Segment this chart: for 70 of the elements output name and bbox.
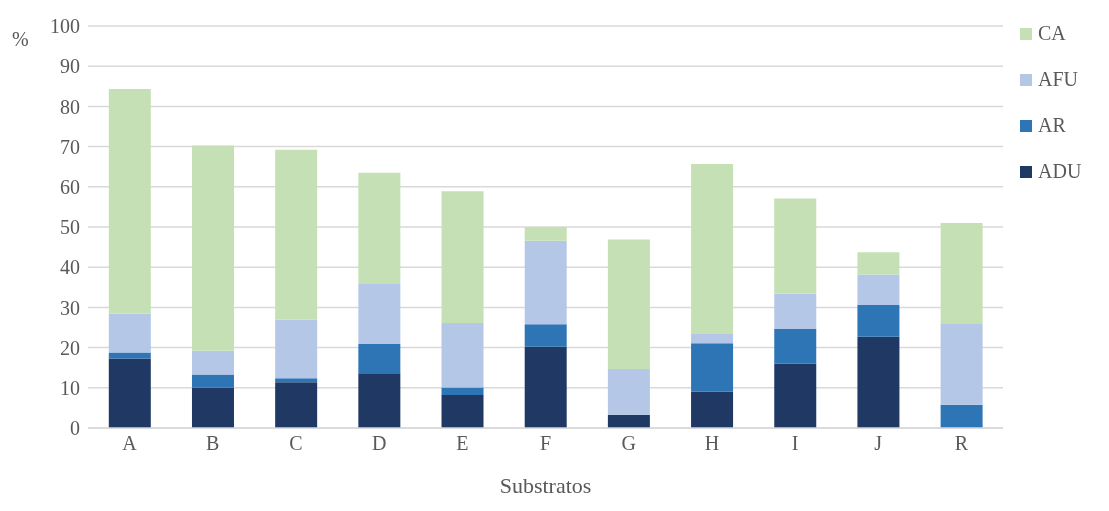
bar [691,343,734,392]
bar [774,363,817,428]
bar [108,89,151,314]
bar [524,227,567,241]
x-tick-label: E [456,432,469,455]
bar [108,352,151,359]
x-tick-label: J [874,432,883,455]
bar [774,198,817,294]
x-tick-label: H [704,432,720,455]
y-tick-label: 50 [60,216,80,239]
x-tick-label: D [371,432,387,455]
y-tick-label: 40 [60,256,80,279]
bar [191,350,234,375]
bar [441,323,484,388]
x-tick-label: B [206,432,220,455]
bar [108,313,151,353]
bar [607,414,650,428]
bar [691,163,734,334]
bar [607,239,650,369]
legend-label: CA [1038,22,1066,45]
y-tick-label: 100 [50,15,80,38]
y-tick-label: 60 [60,175,80,198]
bar [857,274,900,305]
bar [191,374,234,388]
bar [358,172,401,285]
bar [275,149,318,320]
bar [524,346,567,428]
legend-label: ADU [1038,160,1082,183]
bar [441,395,484,428]
bar [191,145,234,351]
y-tick-label: 0 [70,417,80,440]
x-tick-label: I [791,432,799,455]
x-tick-label: F [539,432,552,455]
bar [691,391,734,428]
y-tick-label: 30 [60,296,80,319]
bar [275,378,318,383]
bar [857,304,900,337]
bar [358,284,401,344]
bar [441,387,484,396]
y-tick-label: 20 [60,336,80,359]
legend-label: AR [1038,114,1066,137]
bar [441,191,484,324]
y-axis-title: % [12,28,29,51]
legend-label: AFU [1038,68,1079,91]
y-tick-label: 70 [60,135,80,158]
bar [940,323,983,405]
bar [108,358,151,428]
y-tick-label: 90 [60,55,80,78]
bar [940,222,983,324]
y-tick-label: 80 [60,95,80,118]
bar [774,293,817,330]
bar [358,343,401,374]
bar [275,382,318,428]
bar [275,319,318,379]
y-tick-label: 10 [60,376,80,399]
bar [857,336,900,428]
bar [191,387,234,428]
x-tick-label: R [954,432,969,455]
x-axis-title: Substratos [499,473,592,498]
bar [524,324,567,347]
bar [940,404,983,428]
x-tick-label: A [122,432,138,455]
bar [774,329,817,364]
bar [607,368,650,415]
x-tick-label: C [289,432,303,455]
bar [524,240,567,325]
bar [691,333,734,344]
bar [857,252,900,275]
bar [358,373,401,428]
x-tick-label: G [621,432,636,455]
